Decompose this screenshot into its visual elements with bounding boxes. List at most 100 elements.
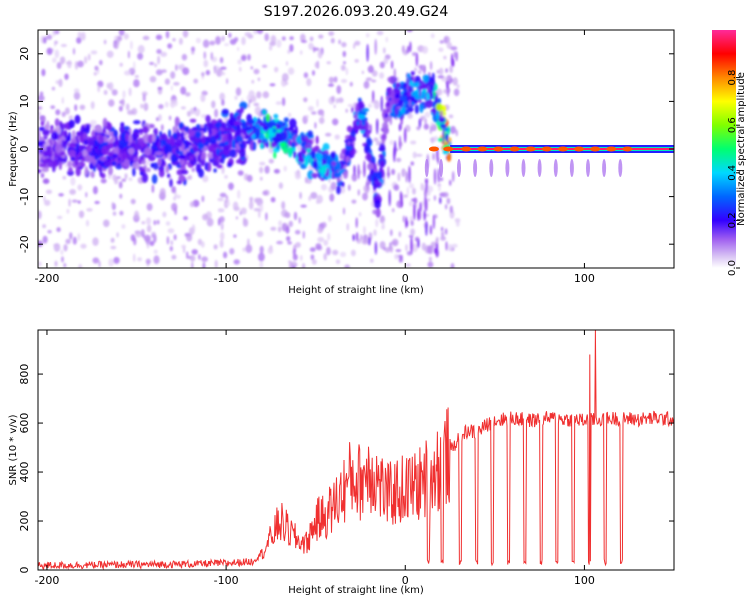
heatmap-ridge-blob [89, 163, 94, 169]
heatmap-noise-blob [414, 68, 417, 72]
heatmap-noise-blob [133, 79, 140, 87]
heatmap-noise-blob [321, 184, 327, 191]
heatmap-ridge-blob [170, 153, 177, 162]
heatmap-ridge-blob [376, 208, 381, 218]
heatmap-streak [419, 79, 421, 97]
heatmap-noise-blob [336, 260, 340, 265]
heatmap-noise-blob [69, 115, 74, 120]
heatmap-ridge-blob [388, 89, 391, 96]
heatmap-noise-blob [229, 248, 234, 255]
heatmap-ridge-blob [179, 122, 184, 129]
heatmap-noise-blob [150, 76, 157, 82]
heatmap-noise-blob [332, 250, 338, 255]
heatmap-noise-blob [407, 187, 409, 196]
heatmap-noise-blob [202, 214, 208, 221]
heatmap-ridge-blob [167, 173, 170, 177]
heatmap-noise-blob [396, 249, 402, 252]
heatmap-noise-blob [271, 197, 276, 202]
heatmap-streak [381, 96, 383, 112]
heatmap-peak-blob [477, 147, 487, 152]
heatmap-noise-blob [141, 229, 145, 237]
heatmap-noise-blob [340, 252, 346, 257]
heatmap-noise-blob [450, 46, 457, 50]
heatmap-ridge-blob [152, 149, 155, 156]
heatmap-noise-blob [46, 35, 52, 40]
heatmap-noise-blob [400, 256, 403, 260]
heatmap-noise-blob [403, 195, 408, 198]
heatmap-ridge-blob [426, 93, 429, 100]
heatmap-streak [425, 221, 427, 236]
top-x-tick-label: -200 [34, 272, 59, 285]
heatmap-noise-blob [236, 216, 238, 219]
heatmap-ridge-blob [180, 160, 184, 166]
heatmap-streak [434, 168, 436, 184]
heatmap-noise-blob [351, 250, 356, 257]
heatmap-ridge-blob [273, 114, 278, 119]
heatmap-noise-blob [334, 76, 338, 82]
heatmap-streak [441, 110, 443, 119]
heatmap-noise-blob [65, 107, 70, 114]
heatmap-noise-blob [38, 262, 41, 267]
heatmap-noise-blob [308, 106, 314, 111]
heatmap-noise-blob [447, 198, 451, 204]
heatmap-ridge-blob [213, 168, 217, 172]
heatmap-ridge-blob [108, 143, 114, 149]
heatmap-ridge-blob [349, 139, 353, 143]
heatmap-noise-blob [247, 175, 253, 182]
heatmap-noise-blob [220, 240, 224, 248]
heatmap-noise-blob [52, 87, 55, 91]
heatmap-dropout-streak [457, 159, 461, 177]
heatmap-noise-blob [399, 231, 402, 237]
heatmap-stable-band [425, 145, 674, 177]
heatmap-noise-blob [295, 230, 301, 235]
heatmap-ridge-blob [197, 155, 201, 163]
heatmap-ridge-blob [251, 134, 255, 139]
bottom-y-tick-label: 400 [18, 462, 31, 483]
heatmap-noise-blob [295, 173, 301, 180]
heatmap-noise-blob [146, 237, 150, 245]
heatmap-noise-blob [144, 103, 149, 111]
heatmap-ridge-blob [85, 166, 89, 176]
heatmap-noise-blob [200, 94, 205, 102]
heatmap-ridge-blob [301, 135, 304, 141]
heatmap-streak [366, 178, 368, 190]
heatmap-noise-blob [182, 54, 187, 61]
heatmap-noise-blob [412, 52, 417, 56]
heatmap-noise-blob [124, 71, 131, 76]
heatmap-noise-blob [122, 90, 125, 98]
heatmap-noise-blob [286, 61, 288, 66]
heatmap-noise-blob [131, 199, 136, 205]
heatmap-noise-blob [392, 239, 399, 247]
heatmap-dropout-streak [538, 159, 542, 177]
heatmap-noise-blob [396, 158, 401, 162]
heatmap-peak-blob [622, 147, 632, 152]
heatmap-noise-blob [390, 140, 394, 145]
heatmap-noise-blob [74, 104, 77, 111]
heatmap-noise-blob [438, 185, 441, 192]
heatmap-streak [389, 190, 391, 206]
heatmap-streak [353, 235, 355, 242]
heatmap-streak [365, 120, 367, 130]
heatmap-noise-blob [69, 189, 76, 195]
heatmap-ridge-blob [246, 140, 251, 144]
heatmap-ridge-blob [119, 149, 122, 154]
heatmap-dropout-streak [505, 159, 509, 177]
heatmap-noise-blob [274, 169, 280, 173]
heatmap-ridge-blob [171, 140, 176, 146]
top-y-tick-label: -20 [18, 235, 31, 253]
heatmap-noise-blob [188, 175, 192, 180]
heatmap-noise-blob [449, 66, 453, 73]
heatmap-streak [419, 119, 421, 128]
heatmap-noise-blob [254, 208, 261, 211]
heatmap-ridge-blob [208, 162, 212, 172]
heatmap-ridge-blob [143, 126, 149, 134]
heatmap-noise-blob [201, 72, 205, 77]
heatmap-noise-blob [431, 33, 435, 38]
bottom-x-tick-label: -100 [214, 574, 239, 587]
heatmap-noise-blob [160, 188, 166, 196]
heatmap-noise-blob [432, 153, 435, 160]
heatmap-noise-blob [248, 90, 254, 99]
heatmap-noise-blob [179, 38, 183, 45]
heatmap-noise-blob [295, 242, 301, 248]
heatmap-noise-blob [110, 246, 116, 249]
